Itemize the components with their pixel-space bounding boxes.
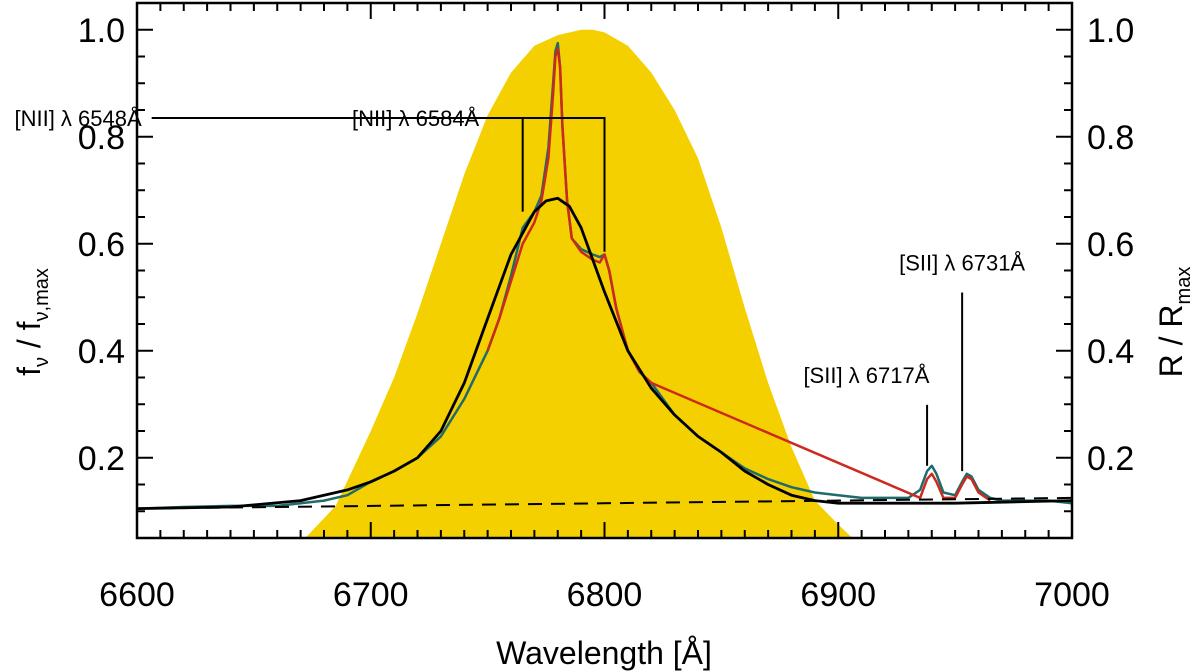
right-y-tick-label: 0.6	[1087, 226, 1134, 264]
annotation-label: [NII] λ 6584Å	[352, 106, 480, 131]
left-y-tick-label: 0.8	[78, 119, 125, 157]
x-axis-title: Wavelength [Å]	[496, 635, 712, 671]
left-y-title-sep: / f	[11, 321, 47, 357]
left-y-tick-label: 0.2	[78, 440, 125, 478]
annotation-label: [SII] λ 6717Å	[803, 363, 929, 388]
left-y-tick-label: 0.6	[78, 226, 125, 264]
right-y-title-sub: max	[1173, 267, 1195, 305]
line-annotation: [NII] λ 6584Å	[342, 106, 606, 252]
right-y-tick-label: 0.4	[1087, 333, 1134, 371]
annotation-label: [NII] λ 6548Å	[14, 106, 142, 131]
right-y-tick-label: 0.8	[1087, 119, 1134, 157]
right-y-title-main: R / R	[1153, 304, 1189, 377]
annotation-layer: [NII] λ 6548Å [NII] λ 6584Å [SII] λ 6717Å […	[14, 106, 1025, 472]
annotation-label: [SII] λ 6731Å	[899, 250, 1025, 275]
x-tick-label: 6700	[333, 576, 409, 614]
label-layer: Wavelength [Å] fν / fν,max R / Rmax	[11, 267, 1195, 671]
x-tick-label: 6800	[567, 576, 643, 614]
left-y-tick-label: 1.0	[78, 12, 125, 50]
continuum-dashed-line	[137, 496, 1072, 510]
line-annotation: [SII] λ 6731Å	[899, 250, 1025, 472]
left-y-title-sub2: ν,max	[31, 268, 53, 321]
left-y-title-sub1: ν	[31, 357, 53, 367]
x-tick-label: 7000	[1034, 576, 1110, 614]
annotation-leader-line	[342, 117, 606, 252]
x-tick-label: 6600	[99, 576, 175, 614]
right-y-tick-label: 1.0	[1087, 12, 1134, 50]
axes-layer: 6600 6700 6800 6900 7000 0.2 0.2 0.4 0.4 0.6 0.6 0.…	[78, 1, 1134, 614]
line-annotation: [SII] λ 6717Å	[803, 363, 930, 466]
narrow-line-model	[486, 47, 991, 502]
right-y-axis-title: R / Rmax	[1153, 267, 1195, 378]
left-y-tick-label: 0.4	[78, 333, 125, 371]
right-y-tick-label: 0.2	[1087, 440, 1134, 478]
left-y-axis-title: fν / fν,max	[11, 268, 53, 376]
left-y-title-main: f	[11, 367, 47, 376]
series-layer	[137, 41, 1072, 510]
x-tick-label: 6900	[800, 576, 876, 614]
